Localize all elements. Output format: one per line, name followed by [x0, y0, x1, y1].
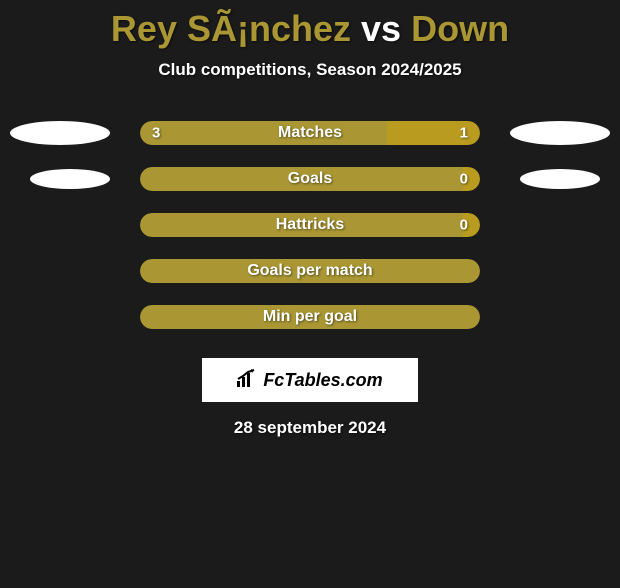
brand-text: FcTables.com — [263, 370, 382, 391]
right-ellipse — [520, 169, 600, 189]
stat-row: Hattricks0 — [0, 202, 620, 248]
stat-label: Min per goal — [140, 308, 480, 326]
player2-name: Down — [411, 8, 509, 49]
stat-label: Hattricks — [140, 216, 480, 234]
bar-track: Goals per match — [140, 259, 480, 283]
stat-row: Min per goal — [0, 294, 620, 340]
stat-row: Goals0 — [0, 156, 620, 202]
stat-label: Goals per match — [140, 262, 480, 280]
chart-icon — [237, 369, 259, 392]
vs-word: vs — [361, 8, 401, 49]
stat-label: Goals — [140, 170, 480, 188]
bar-track: Min per goal — [140, 305, 480, 329]
subtitle: Club competitions, Season 2024/2025 — [0, 60, 620, 80]
stat-value-left: 3 — [152, 125, 160, 142]
bar-track: Matches3 1 — [140, 121, 480, 145]
comparison-infographic: Rey SÃ¡nchez vs Down Club competitions, … — [0, 8, 620, 588]
stat-value-right: 0 — [460, 171, 468, 188]
stat-value-right: 1 — [460, 125, 468, 142]
player1-name: Rey SÃ¡nchez — [111, 8, 351, 49]
stat-label: Matches — [140, 124, 480, 142]
stat-rows: Matches31Goals0Hattricks0Goals per match… — [0, 110, 620, 340]
page-title: Rey SÃ¡nchez vs Down — [0, 8, 620, 50]
bar-track: Hattricks0 — [140, 213, 480, 237]
date: 28 september 2024 — [0, 418, 620, 438]
brand-box: FcTables.com — [202, 358, 418, 402]
bar-track: Goals0 — [140, 167, 480, 191]
stat-value-right: 0 — [460, 217, 468, 234]
left-ellipse — [30, 169, 110, 189]
stat-row: Matches3 1 — [0, 110, 620, 156]
left-ellipse — [10, 121, 110, 145]
right-ellipse — [510, 121, 610, 145]
brand: FcTables.com — [237, 369, 382, 392]
stat-row: Goals per match — [0, 248, 620, 294]
